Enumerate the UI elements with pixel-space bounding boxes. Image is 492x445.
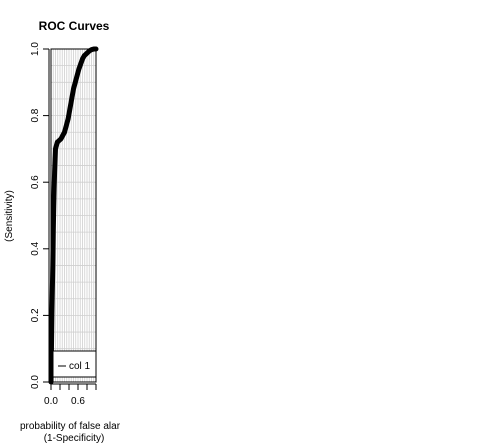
y-tick-label: 0.8 [30, 108, 41, 122]
chart-title: ROC Curves [39, 19, 110, 33]
series-group [48, 46, 99, 385]
legend-entry-col-1: col 1 [69, 361, 91, 372]
x-tick-label: 0.6 [71, 396, 85, 407]
x-axis-label-line-2: (1-Specificity) [44, 433, 105, 444]
x-axis: 0.0 0.6 [44, 383, 97, 407]
plot-frame [50, 48, 97, 383]
y-axis: 0.0 0.2 0.4 0.6 0.8 1.0 [30, 42, 50, 389]
roc-curve-line [48, 46, 99, 385]
x-axis-label-line-1: probability of false alar [20, 421, 121, 432]
grid [51, 49, 96, 382]
x-tick-label: 0.0 [44, 396, 58, 407]
y-tick-label: 0.0 [30, 375, 41, 389]
legend-box [52, 350, 97, 378]
y-tick-label: 0.4 [30, 241, 41, 255]
y-tick-label: 0.6 [30, 175, 41, 189]
y-axis-label: (Sensitivity) [4, 190, 15, 242]
y-tick-label: 0.2 [30, 308, 41, 322]
y-tick-label: 1.0 [30, 42, 41, 56]
legend: col 1 [52, 350, 97, 378]
